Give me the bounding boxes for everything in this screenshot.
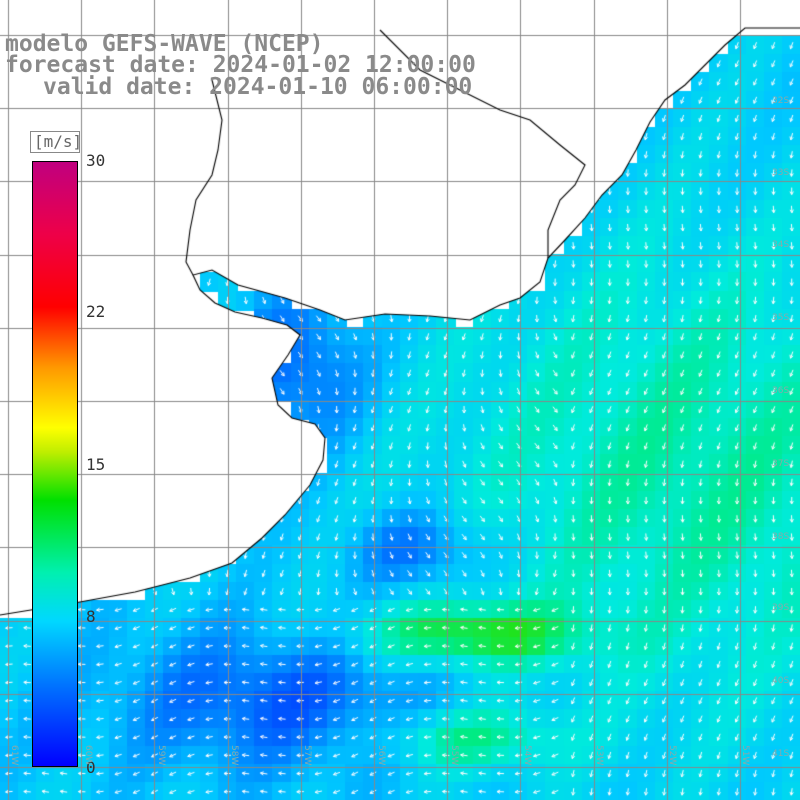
lon-label-58w: 58W xyxy=(229,745,239,766)
lon-label-57w: 57W xyxy=(302,745,312,766)
colorbar-tick-0: 0 xyxy=(86,758,96,777)
colorbar-unit: [m/s] xyxy=(34,132,83,151)
lat-label-35s: 35S xyxy=(772,313,790,323)
valid-date: valid date: 2024-01-10 06:00:00 xyxy=(43,74,473,100)
lat-label-32s: 32S xyxy=(772,96,790,106)
lon-label-60w: 60W xyxy=(83,745,93,766)
lat-label-41s: 41S xyxy=(772,749,790,759)
lon-label-61w: 61W xyxy=(9,745,19,766)
lat-label-33s: 33S xyxy=(772,168,790,178)
lon-label-51w: 51W xyxy=(740,745,750,766)
lon-label-54w: 54W xyxy=(522,745,532,766)
colorbar-tick-30: 30 xyxy=(86,151,106,170)
lon-label-56w: 56W xyxy=(376,745,386,766)
model-title: modelo GEFS-WAVE (NCEP) xyxy=(5,31,324,57)
lat-label-38s: 38S xyxy=(772,532,790,542)
colorbar-unit-box xyxy=(30,131,80,153)
lat-label-36s: 36S xyxy=(772,386,790,396)
lat-label-37s: 37S xyxy=(772,459,790,469)
lat-label-39s: 39S xyxy=(772,603,790,613)
lon-label-53w: 53W xyxy=(594,745,604,766)
lat-label-40s: 40S xyxy=(772,676,790,686)
lon-label-55w: 55W xyxy=(449,745,459,766)
lon-label-59w: 59W xyxy=(156,745,166,766)
lon-label-52w: 52W xyxy=(667,745,677,766)
colorbar-tick-15: 15 xyxy=(86,455,106,474)
colorbar-tick-8: 8 xyxy=(86,607,96,626)
lat-label-34s: 34S xyxy=(772,240,790,250)
colorbar-tick-22: 22 xyxy=(86,302,106,321)
colorbar xyxy=(32,161,78,767)
forecast-date: forecast date: 2024-01-02 12:00:00 xyxy=(5,52,476,78)
